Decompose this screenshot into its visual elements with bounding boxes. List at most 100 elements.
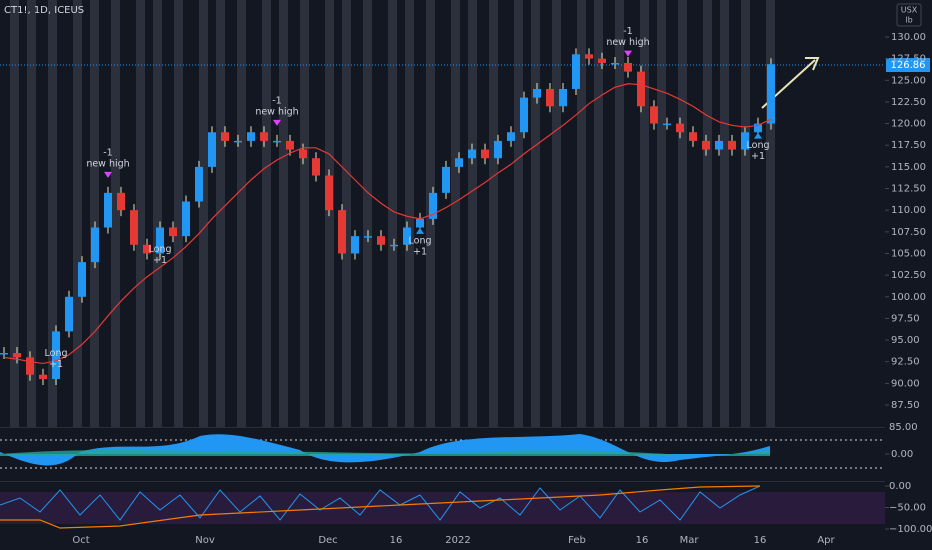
candle: [585, 54, 593, 59]
session-band: [514, 0, 523, 427]
session-band: [73, 0, 82, 427]
candle: [481, 149, 489, 159]
y-tick-label: 122.50: [891, 97, 926, 108]
candle: [364, 236, 372, 238]
candle: [754, 123, 762, 133]
session-band: [153, 0, 162, 427]
unit: USX: [901, 6, 918, 15]
candle: [39, 374, 47, 380]
session-band: [216, 0, 225, 427]
y-tick-label: 87.50: [891, 400, 920, 411]
candle: [572, 54, 580, 89]
annotation: new high: [255, 106, 298, 117]
x-tick-label: 16: [636, 535, 649, 546]
signal-arrow: [156, 236, 164, 243]
x-tick-label: Dec: [318, 535, 337, 546]
candle: [325, 175, 333, 211]
y-tick-label: 90.00: [891, 378, 920, 389]
y-tick-label: 117.50: [891, 140, 926, 151]
session-band: [363, 0, 372, 427]
rsi-tick-label: −50.00: [889, 503, 926, 514]
candle: [611, 62, 619, 65]
candle: [338, 210, 346, 254]
annotation: -1: [103, 147, 112, 158]
session-band: [577, 0, 586, 427]
session-band: [111, 0, 120, 427]
last-price-badge: [886, 58, 930, 72]
pane-divider: [0, 481, 885, 482]
session-band: [489, 0, 498, 427]
signal-line: [0, 485, 761, 529]
rsi-band: [0, 492, 885, 524]
annotation: +1: [413, 246, 427, 257]
y-tick-label: 105.00: [891, 248, 926, 259]
session-band: [615, 0, 624, 427]
y-tick-label: 112.50: [891, 184, 926, 195]
candle: [312, 158, 320, 176]
candle: [767, 64, 775, 124]
annotation: Long: [149, 244, 172, 255]
candle: [13, 353, 21, 358]
y-tick-label: 110.00: [891, 205, 926, 216]
signal-arrow: [754, 132, 762, 139]
y-tick-label: 95.00: [891, 335, 920, 346]
last-price: 126.86: [891, 60, 926, 71]
candle: [26, 357, 34, 375]
x-tick-label: 16: [390, 535, 403, 546]
annotation: +1: [49, 359, 63, 370]
session-band: [199, 0, 208, 427]
candle: [468, 149, 476, 159]
candle: [403, 227, 411, 245]
candle: [169, 227, 177, 237]
annotation: -1: [623, 26, 632, 37]
x-tick-label: Mar: [680, 535, 700, 546]
candle: [65, 296, 73, 332]
candle: [299, 149, 307, 159]
y-tick-label: 102.50: [891, 270, 926, 281]
session-band: [720, 0, 729, 427]
candle: [507, 132, 515, 141]
session-band: [405, 0, 414, 427]
session-band: [300, 0, 309, 427]
candle: [78, 262, 86, 297]
candle: [221, 132, 229, 141]
y-tick-label: 115.00: [891, 162, 926, 173]
candle: [546, 88, 554, 107]
annotation: new high: [606, 37, 649, 48]
signal-arrow: [416, 227, 424, 234]
candle: [377, 236, 385, 245]
candle: [676, 123, 684, 133]
osc-tick-label: 85.00: [889, 422, 918, 433]
annotation: +1: [153, 255, 167, 266]
candle: [260, 132, 268, 141]
candle: [715, 140, 723, 150]
candle: [104, 192, 112, 228]
session-band: [10, 0, 19, 427]
unit-box: [896, 3, 922, 27]
annotation: new high: [86, 158, 129, 169]
session-band: [552, 0, 561, 427]
candle: [702, 140, 710, 150]
x-tick-label: Nov: [195, 535, 215, 546]
y-tick-label: 92.50: [891, 357, 920, 368]
candle: [117, 192, 125, 211]
rsi-tick-label: −100.00: [889, 524, 932, 535]
candle: [741, 132, 749, 150]
annotation: Long: [747, 140, 770, 151]
candle: [429, 192, 437, 219]
candle: [91, 227, 99, 263]
rsi-tick-label: 0.00: [889, 481, 911, 492]
unit: lb: [905, 16, 912, 25]
candle: [663, 123, 671, 126]
candle: [390, 244, 398, 247]
candle: [637, 71, 645, 107]
signal-arrow: [104, 171, 112, 178]
session-band: [468, 0, 477, 427]
session-band: [262, 0, 271, 427]
candle: [650, 106, 658, 124]
session-bands: [10, 0, 775, 427]
candle: [0, 353, 8, 355]
symbol-title: CT1!, 1D, ICEUS: [4, 5, 84, 16]
signal-arrow: [52, 340, 60, 347]
x-tick-label: Oct: [72, 535, 89, 546]
